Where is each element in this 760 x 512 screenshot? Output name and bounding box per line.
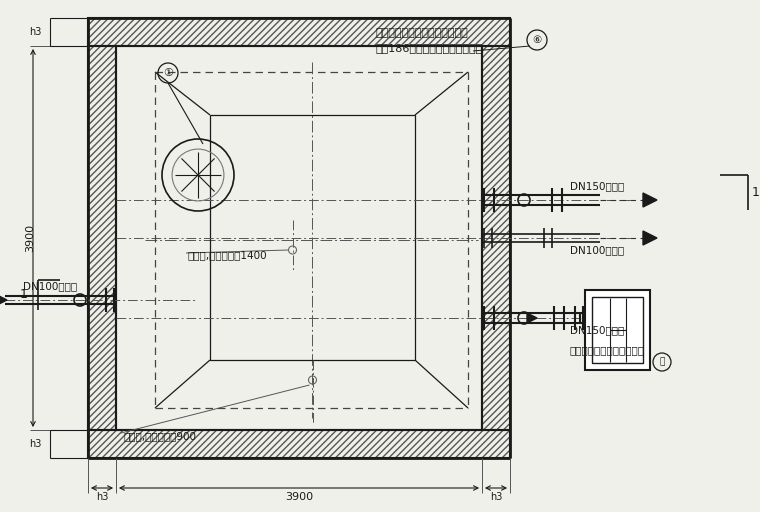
Text: 通风管,高出覆土面1400: 通风管,高出覆土面1400 — [188, 250, 268, 260]
Bar — [88, 46, 116, 430]
Text: 3900: 3900 — [285, 492, 313, 502]
Text: 1: 1 — [752, 185, 760, 199]
Text: DN100滤水管: DN100滤水管 — [570, 245, 624, 255]
Text: 顶板预留水位传示装置孔，做法: 顶板预留水位传示装置孔，做法 — [375, 28, 467, 38]
Text: ⑮: ⑮ — [660, 357, 665, 367]
Bar — [88, 46, 116, 430]
Polygon shape — [643, 193, 657, 207]
Text: h3: h3 — [30, 439, 42, 449]
Bar — [592, 297, 643, 363]
Text: 通风管,高出覆土面900: 通风管,高出覆土面900 — [123, 431, 196, 441]
Polygon shape — [0, 293, 7, 307]
Polygon shape — [527, 313, 537, 323]
Bar — [585, 290, 650, 370]
Text: h3: h3 — [96, 492, 108, 502]
Bar — [88, 430, 510, 458]
Text: DN150溢水管: DN150溢水管 — [570, 325, 624, 335]
Bar — [88, 18, 510, 46]
Text: 1: 1 — [20, 288, 28, 302]
Text: h3: h3 — [30, 27, 42, 37]
Text: ①: ① — [163, 68, 173, 78]
Text: h3: h3 — [489, 492, 502, 502]
Text: 3900: 3900 — [25, 224, 35, 252]
Text: 尺寸根据工程具体情况决定: 尺寸根据工程具体情况决定 — [570, 345, 645, 355]
Polygon shape — [643, 231, 657, 245]
Bar — [210, 115, 415, 360]
Bar — [88, 18, 510, 46]
Text: 见第186页，安装要求详见总说明: 见第186页，安装要求详见总说明 — [375, 43, 483, 53]
Bar — [482, 46, 510, 430]
Text: DN100进水管: DN100进水管 — [23, 281, 77, 291]
Bar — [482, 46, 510, 430]
Text: DN150出水管: DN150出水管 — [570, 181, 624, 191]
Bar — [88, 430, 510, 458]
Text: ⑥: ⑥ — [532, 35, 542, 45]
